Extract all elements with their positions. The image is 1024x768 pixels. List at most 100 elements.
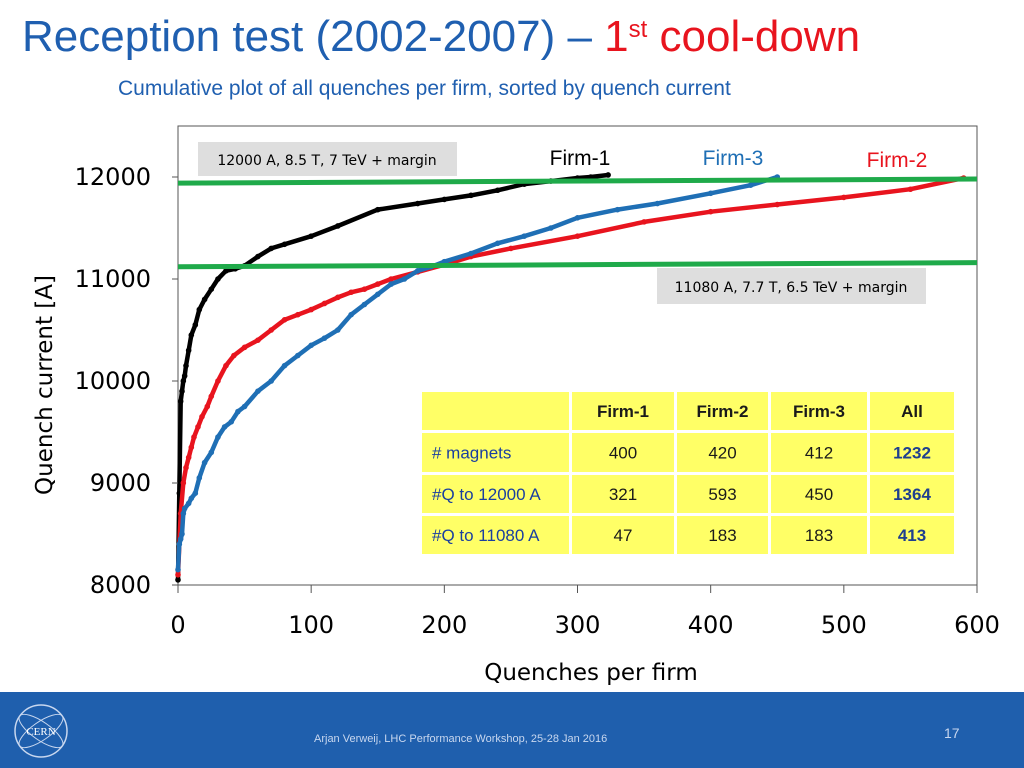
table-data-cell: 593 bbox=[708, 485, 736, 504]
table-data-cell: # magnets bbox=[432, 444, 511, 463]
y-tick-label: 10000 bbox=[75, 367, 151, 395]
table-cell bbox=[572, 433, 674, 472]
data-point bbox=[179, 531, 185, 537]
table-data-cell: 450 bbox=[805, 485, 833, 504]
data-point bbox=[188, 444, 195, 451]
data-point bbox=[185, 347, 192, 354]
x-tick-label: 600 bbox=[954, 611, 1000, 639]
data-point bbox=[181, 505, 188, 512]
data-point bbox=[348, 289, 354, 296]
table-cell bbox=[422, 516, 569, 554]
table-cell bbox=[771, 433, 867, 472]
data-point bbox=[180, 480, 187, 486]
data-point bbox=[188, 332, 195, 338]
data-point bbox=[295, 311, 301, 318]
data-point bbox=[215, 434, 221, 440]
table-data-cell: #Q to 11080 A bbox=[432, 526, 540, 545]
data-point bbox=[176, 541, 183, 547]
title-accent: 1st cool-down bbox=[604, 12, 860, 61]
data-point bbox=[268, 378, 275, 384]
table-data-cell: #Q to 12000 A bbox=[432, 485, 541, 504]
table-cell bbox=[572, 392, 674, 430]
data-point bbox=[268, 327, 275, 333]
title-end: cool-down bbox=[647, 12, 861, 61]
table-data-cell: 321 bbox=[609, 485, 637, 504]
data-point bbox=[374, 281, 381, 287]
data-point bbox=[223, 362, 229, 369]
data-point bbox=[192, 322, 199, 328]
data-point bbox=[747, 182, 754, 188]
table-cell bbox=[422, 475, 569, 513]
footer-bar bbox=[0, 692, 1024, 768]
threshold-label-box bbox=[198, 142, 457, 176]
x-tick-label: 400 bbox=[688, 611, 734, 639]
table-data-cell: 1364 bbox=[893, 485, 931, 504]
table-data-cell: 420 bbox=[708, 444, 736, 463]
threshold-line bbox=[177, 260, 978, 270]
data-point bbox=[281, 317, 288, 323]
x-tick-label: 300 bbox=[555, 611, 601, 639]
data-point bbox=[208, 286, 215, 293]
data-point bbox=[181, 373, 188, 379]
quench-chart: Firm-1 Firm-3 Firm-2 12000 A, 8.5 T, 7 TeV… bbox=[32, 125, 1000, 686]
data-point bbox=[215, 378, 221, 384]
data-point bbox=[361, 301, 368, 308]
data-point bbox=[414, 200, 421, 207]
title-one: 1 bbox=[604, 12, 629, 61]
footer-text: Arjan Verweij, LHC Performance Workshop,… bbox=[314, 733, 608, 745]
threshold-label: 12000 A, 8.5 T, 7 TeV + margin bbox=[217, 153, 436, 169]
table-cell bbox=[572, 516, 674, 554]
data-point bbox=[468, 192, 474, 199]
x-axis-label: Quenches per firm bbox=[484, 660, 698, 686]
data-point bbox=[295, 352, 301, 359]
data-point bbox=[414, 268, 421, 274]
title-main: Reception test (2002-2007) – bbox=[22, 12, 605, 61]
y-tick-label: 9000 bbox=[90, 469, 151, 497]
table-cell bbox=[422, 433, 569, 472]
data-point bbox=[208, 393, 215, 400]
data-point bbox=[177, 536, 184, 542]
cern-logo-text: CERN bbox=[26, 726, 55, 738]
data-point bbox=[494, 187, 501, 194]
table-header-cell: Firm-1 bbox=[597, 402, 649, 421]
table-data-cell: 183 bbox=[708, 526, 736, 545]
data-point bbox=[441, 196, 448, 203]
data-point bbox=[574, 233, 581, 239]
data-point bbox=[281, 241, 288, 248]
data-point bbox=[221, 424, 228, 430]
data-point bbox=[374, 206, 381, 213]
data-point bbox=[268, 245, 275, 252]
data-point bbox=[401, 276, 408, 282]
x-tick-label: 100 bbox=[288, 611, 334, 639]
data-point bbox=[494, 240, 501, 247]
data-point bbox=[191, 434, 197, 440]
table-cell bbox=[870, 392, 954, 430]
data-point bbox=[335, 223, 341, 229]
data-point bbox=[907, 186, 914, 193]
data-point bbox=[241, 344, 248, 351]
page-number: 17 bbox=[944, 725, 960, 741]
data-point bbox=[188, 495, 195, 502]
data-point bbox=[235, 408, 241, 415]
table-data-cell: 183 bbox=[805, 526, 833, 545]
data-point bbox=[707, 208, 714, 215]
table-cell bbox=[870, 516, 954, 554]
data-point bbox=[195, 424, 201, 430]
data-point bbox=[255, 337, 261, 344]
data-point bbox=[215, 276, 221, 282]
table-data-cell: 47 bbox=[614, 526, 633, 545]
table-cell bbox=[771, 516, 867, 554]
cern-logo-icon: CERN bbox=[14, 704, 68, 758]
data-point bbox=[231, 352, 237, 359]
data-point bbox=[321, 300, 328, 307]
title-superscript: st bbox=[628, 16, 648, 43]
series-label-firm-1: Firm-1 bbox=[550, 147, 611, 170]
table-data-cell: 413 bbox=[898, 526, 926, 545]
data-point bbox=[614, 206, 621, 213]
table-cell bbox=[870, 433, 954, 472]
table-cell bbox=[771, 475, 867, 513]
data-point bbox=[196, 475, 203, 481]
data-point bbox=[654, 200, 661, 207]
data-point bbox=[308, 306, 314, 313]
data-point bbox=[241, 403, 248, 410]
